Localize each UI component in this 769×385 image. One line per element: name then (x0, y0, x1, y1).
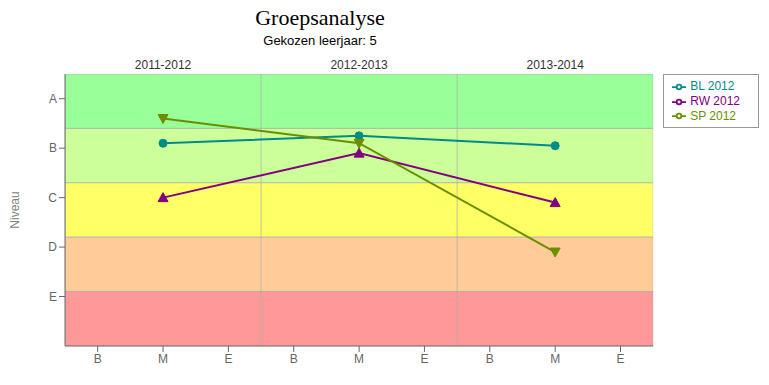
svg-text:E: E (420, 352, 428, 366)
svg-text:B: B (486, 352, 494, 366)
html-text:SP 2012: SP 2012 (690, 108, 736, 123)
svg-text:2012-2013: 2012-2013 (330, 58, 388, 72)
svg-text:C: C (48, 191, 57, 205)
html-text:RW 2012: RW 2012 (690, 93, 740, 108)
svg-text:M: M (158, 352, 168, 366)
html-text:Groepsanalyse: Groepsanalyse (255, 5, 385, 30)
svg-text:E: E (617, 352, 625, 366)
html-text:BL 2012: BL 2012 (690, 79, 735, 93)
svg-text:E: E (49, 290, 57, 304)
svg-text:D: D (48, 240, 57, 254)
svg-text:Niveau: Niveau (8, 191, 22, 228)
svg-text:E: E (224, 352, 232, 366)
svg-text:B: B (94, 352, 102, 366)
svg-text:M: M (550, 352, 560, 366)
html-text:Gekozen leerjaar: 5: Gekozen leerjaar: 5 (263, 33, 377, 48)
svg-text:2013-2014: 2013-2014 (526, 58, 584, 72)
svg-text:2011-2012: 2011-2012 (135, 58, 192, 72)
svg-text:B: B (290, 352, 298, 366)
svg-text:M: M (354, 352, 364, 366)
svg-text:B: B (49, 141, 57, 155)
svg-text:A: A (49, 92, 57, 106)
